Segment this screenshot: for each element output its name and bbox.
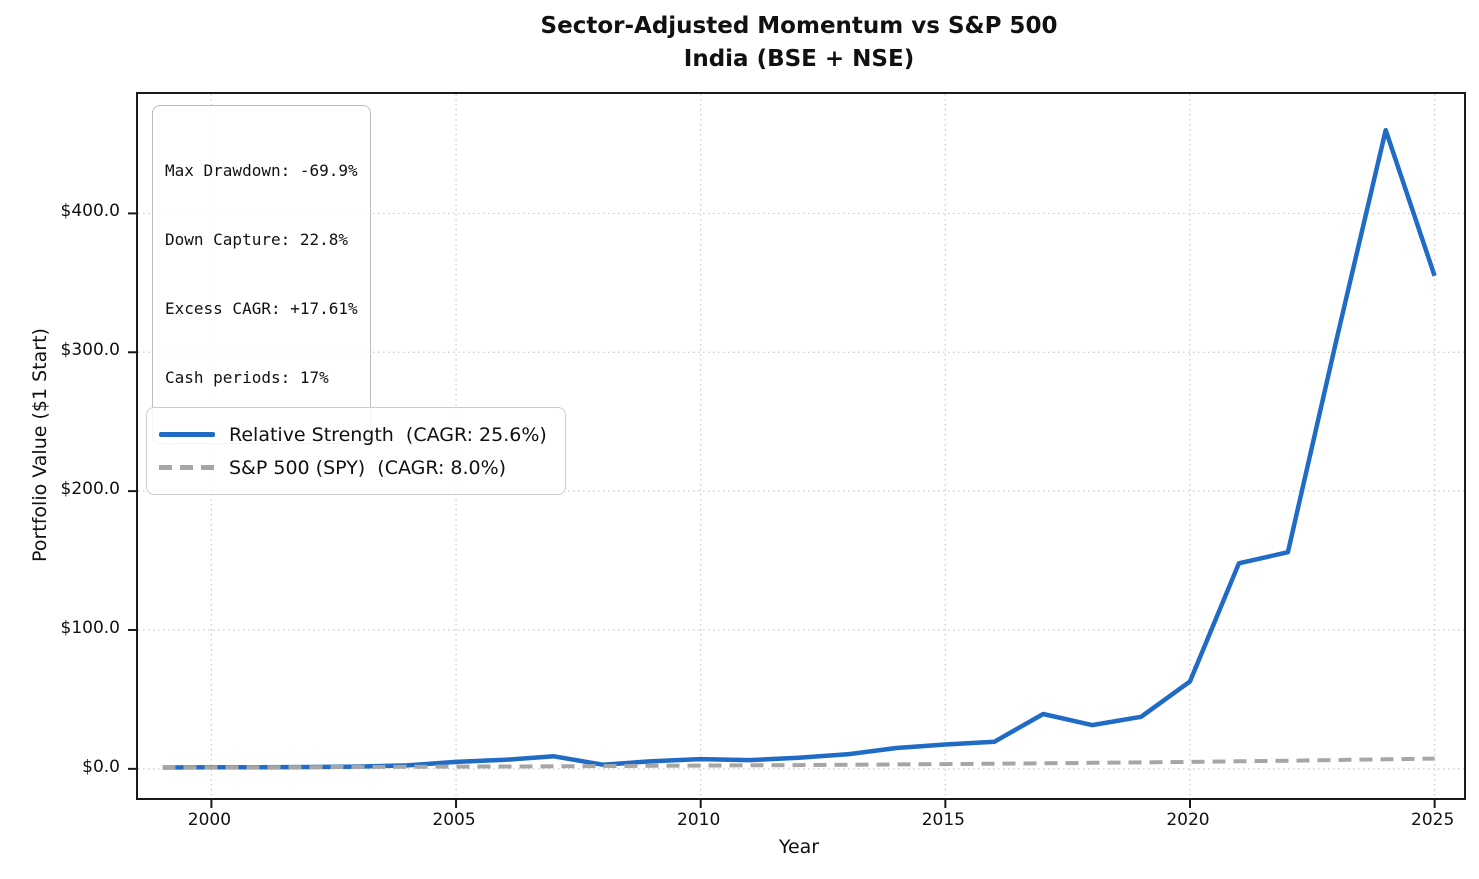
y-tick-label: $400.0 <box>60 201 120 222</box>
legend-dashed-line-swatch <box>159 465 215 470</box>
y-tick-label: $100.0 <box>60 617 120 638</box>
series-line-sp500 <box>162 756 1435 770</box>
legend: Relative Strength (CAGR: 25.6%) S&P 500 … <box>146 407 566 495</box>
y-tick-label: $200.0 <box>60 479 120 500</box>
stats-annotation-box: Max Drawdown: -69.9% Down Capture: 22.8%… <box>152 105 371 444</box>
x-axis-label: Year <box>778 836 820 858</box>
legend-label: Relative Strength (CAGR: 25.6%) <box>229 423 547 446</box>
x-tick-label: 2020 <box>1166 810 1210 830</box>
x-tick-label: 2005 <box>432 810 476 830</box>
legend-entry-sp500: S&P 500 (SPY) (CAGR: 8.0%) <box>159 451 547 484</box>
y-tick-label: $300.0 <box>60 340 120 361</box>
y-tick-label: $0.0 <box>82 756 120 777</box>
x-tick-label: 2010 <box>677 810 721 830</box>
legend-label: S&P 500 (SPY) (CAGR: 8.0%) <box>229 456 507 479</box>
stat-cash-periods: Cash periods: 17% <box>165 368 329 387</box>
stat-down-capture: Down Capture: 22.8% <box>165 230 349 249</box>
legend-entry-relative-strength: Relative Strength (CAGR: 25.6%) <box>159 418 547 451</box>
x-tick-label: 2025 <box>1411 810 1455 830</box>
legend-solid-line-swatch <box>159 432 215 437</box>
chart-title: Sector-Adjusted Momentum vs S&P 500 Indi… <box>136 10 1462 76</box>
stat-max-drawdown: Max Drawdown: -69.9% <box>165 161 358 180</box>
x-tick-label: 2000 <box>187 810 232 830</box>
chart-title-line2: India (BSE + NSE) <box>683 46 915 72</box>
x-tick-label: 2015 <box>921 810 965 830</box>
chart-title-line1: Sector-Adjusted Momentum vs S&P 500 <box>540 13 1058 39</box>
stat-excess-cagr: Excess CAGR: +17.61% <box>165 299 358 318</box>
